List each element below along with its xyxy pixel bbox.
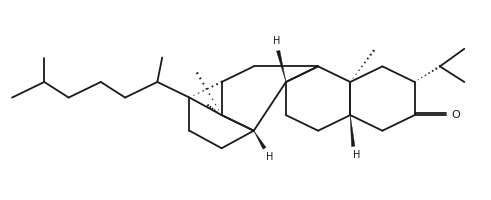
Text: H: H	[354, 150, 361, 160]
Text: O: O	[452, 110, 461, 120]
Polygon shape	[254, 131, 266, 149]
Polygon shape	[276, 50, 286, 82]
Polygon shape	[350, 115, 355, 146]
Text: H: H	[266, 152, 273, 162]
Text: H: H	[273, 36, 281, 46]
